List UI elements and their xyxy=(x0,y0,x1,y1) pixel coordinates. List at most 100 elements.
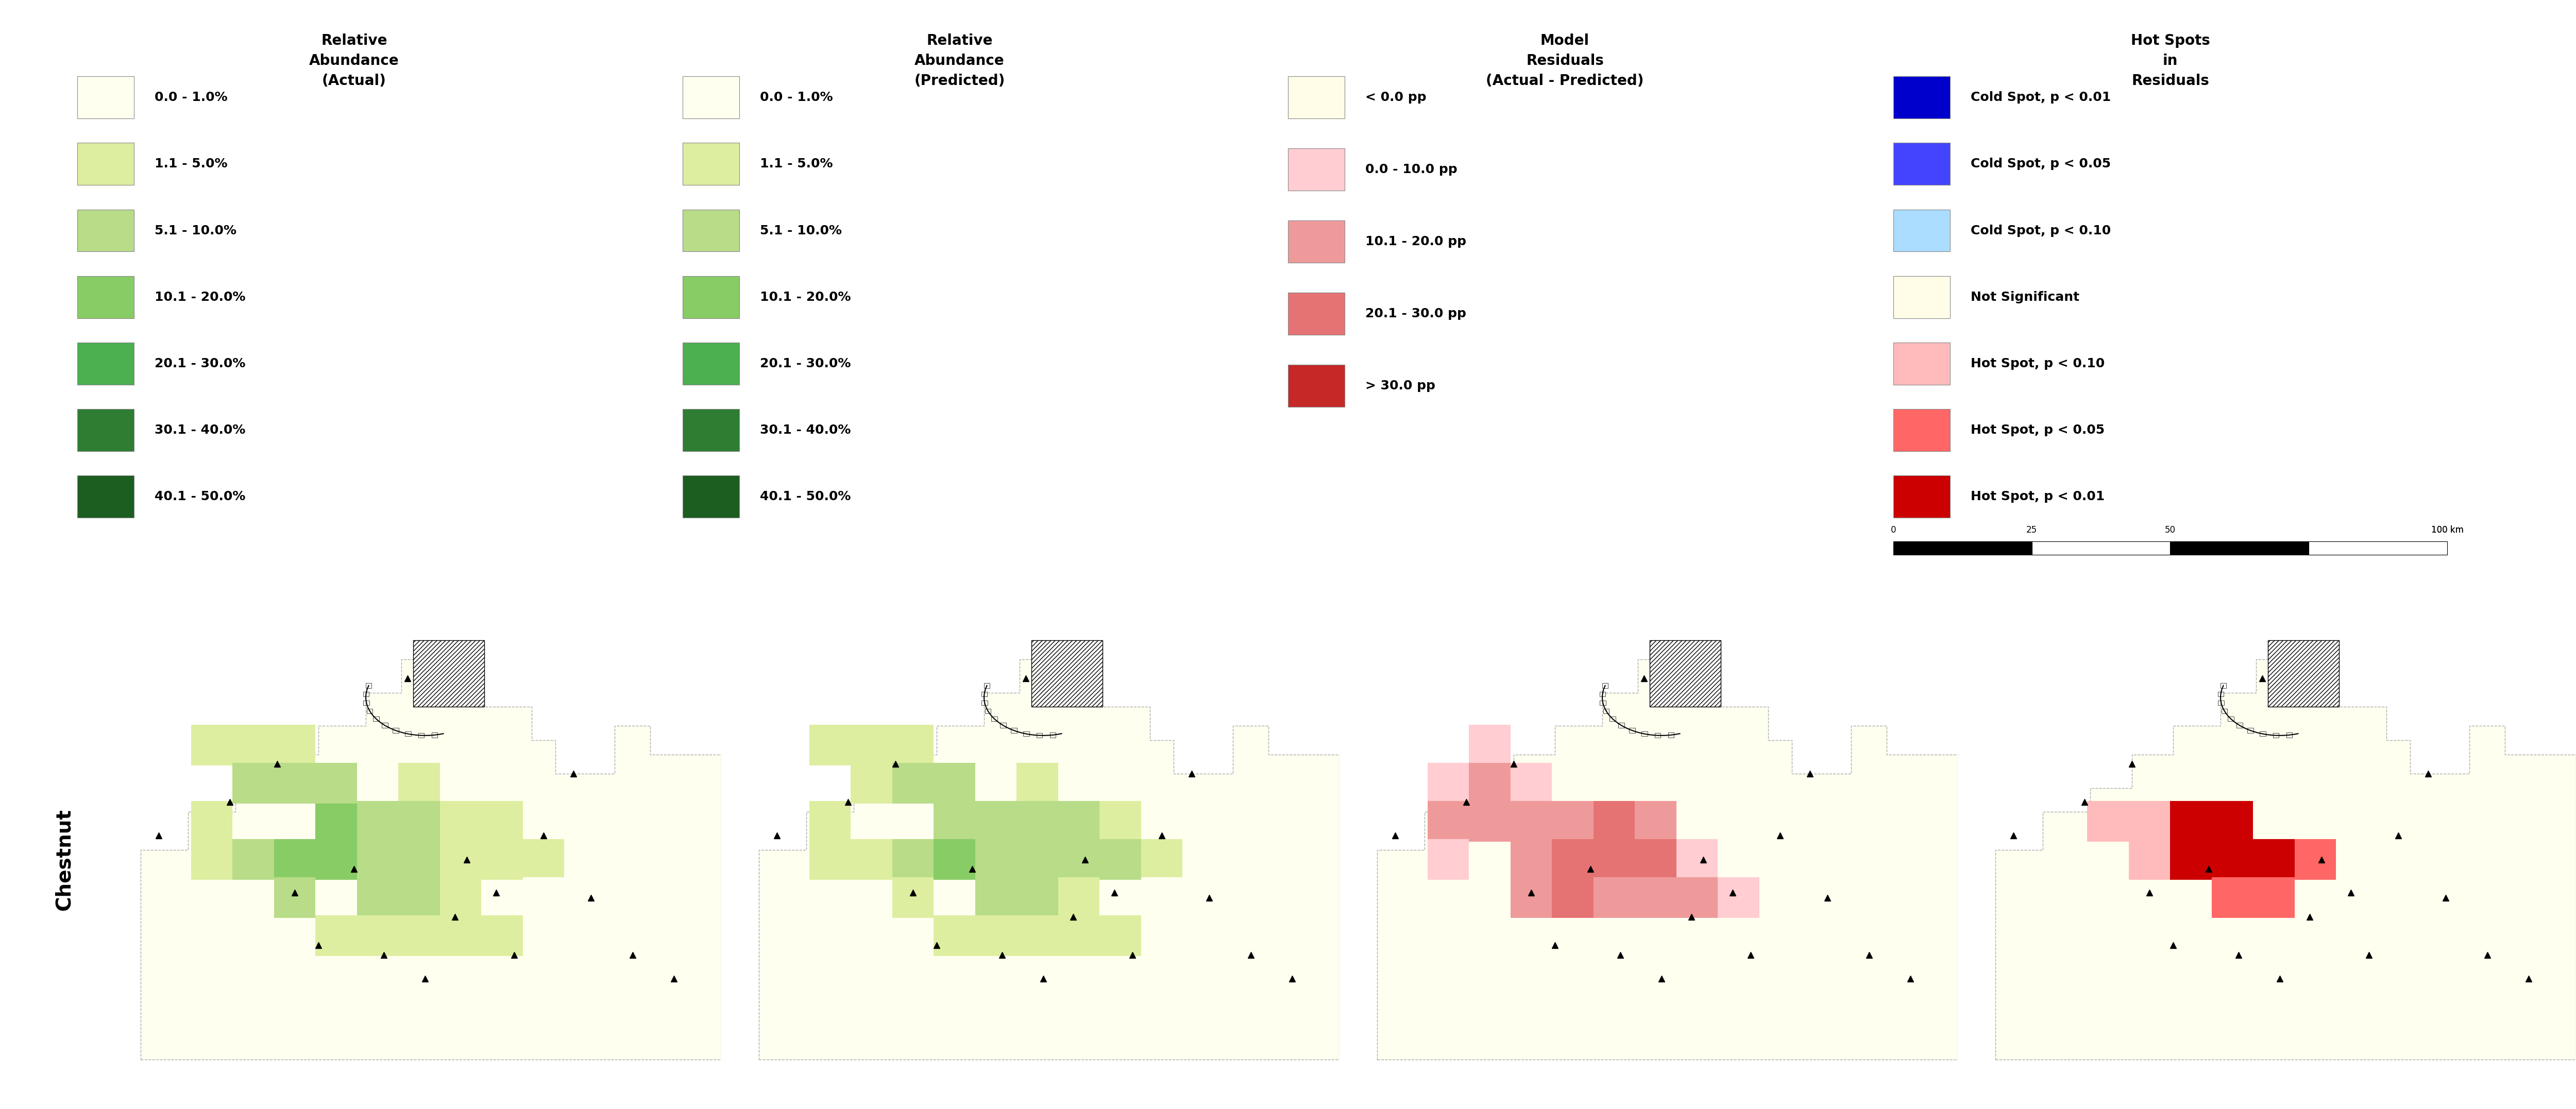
Bar xyxy=(564,916,605,956)
Bar xyxy=(564,877,605,918)
Bar xyxy=(314,840,358,879)
Bar xyxy=(358,877,399,918)
Bar xyxy=(992,716,997,721)
Bar xyxy=(440,840,482,879)
Bar xyxy=(2287,733,2293,737)
Bar xyxy=(2272,733,2280,737)
Bar xyxy=(399,763,440,803)
Polygon shape xyxy=(1649,640,1721,706)
Text: Chestnut: Chestnut xyxy=(54,808,75,910)
Bar xyxy=(433,733,438,737)
Bar xyxy=(482,840,523,879)
Bar xyxy=(976,916,1018,956)
Bar xyxy=(809,801,850,842)
Bar xyxy=(358,916,399,956)
Bar xyxy=(2213,877,2254,918)
Bar xyxy=(976,840,1018,879)
Bar xyxy=(2169,801,2213,842)
Text: Hot Spots
in
Residuals: Hot Spots in Residuals xyxy=(2130,33,2210,88)
Bar xyxy=(440,801,482,842)
Bar xyxy=(984,709,992,713)
Bar xyxy=(1265,877,1306,918)
Bar xyxy=(1636,877,1677,918)
Bar xyxy=(1427,840,1468,879)
Bar xyxy=(1468,725,1510,765)
Bar xyxy=(314,763,358,803)
Text: 5.1 - 10.0%: 5.1 - 10.0% xyxy=(760,224,842,236)
Bar xyxy=(1018,763,1059,803)
Bar xyxy=(1618,723,1625,728)
Text: Relative
Abundance
(Predicted): Relative Abundance (Predicted) xyxy=(914,33,1005,88)
Bar xyxy=(358,840,399,879)
Bar xyxy=(1595,877,1636,918)
Bar xyxy=(999,723,1007,728)
Bar xyxy=(1427,763,1468,803)
Bar xyxy=(1023,732,1030,736)
Bar xyxy=(1602,683,1607,688)
Bar xyxy=(1654,733,1662,737)
Bar xyxy=(374,716,379,721)
Bar xyxy=(1600,700,1605,705)
Polygon shape xyxy=(142,659,721,1060)
Bar xyxy=(314,801,358,842)
Bar xyxy=(1610,716,1615,721)
Bar xyxy=(850,763,891,803)
Bar xyxy=(1224,877,1265,918)
Bar xyxy=(1600,692,1605,696)
Bar xyxy=(523,877,564,918)
Bar xyxy=(1100,801,1141,842)
Bar xyxy=(314,916,358,956)
Bar xyxy=(1468,763,1510,803)
Bar xyxy=(523,916,564,956)
Bar xyxy=(1059,877,1100,918)
Bar xyxy=(363,700,368,705)
Bar xyxy=(2259,732,2267,736)
Text: 10.1 - 20.0%: 10.1 - 20.0% xyxy=(760,291,850,303)
Bar xyxy=(1551,801,1595,842)
Text: 25: 25 xyxy=(2027,526,2038,535)
Bar xyxy=(1059,801,1100,842)
Bar xyxy=(2218,700,2223,705)
Bar xyxy=(850,840,891,879)
Bar xyxy=(381,723,389,728)
Text: Hot Spot, p < 0.05: Hot Spot, p < 0.05 xyxy=(1971,424,2105,436)
Bar xyxy=(1018,877,1059,918)
Bar xyxy=(273,877,314,918)
Bar xyxy=(1510,801,1551,842)
Bar xyxy=(1100,916,1141,956)
Bar xyxy=(891,840,933,879)
Bar xyxy=(191,725,232,765)
Bar xyxy=(2254,840,2295,879)
Text: 10.1 - 20.0%: 10.1 - 20.0% xyxy=(155,291,245,303)
Bar xyxy=(366,709,374,713)
Bar xyxy=(1059,916,1100,956)
Bar xyxy=(1468,801,1510,842)
Bar xyxy=(1018,916,1059,956)
Bar xyxy=(1224,840,1265,879)
Bar xyxy=(2246,729,2254,733)
Text: Cold Spot, p < 0.05: Cold Spot, p < 0.05 xyxy=(1971,157,2110,170)
Text: Relative
Abundance
(Actual): Relative Abundance (Actual) xyxy=(309,33,399,88)
Bar xyxy=(2236,723,2244,728)
Polygon shape xyxy=(412,640,484,706)
Bar xyxy=(809,725,850,765)
Bar xyxy=(1182,877,1224,918)
Text: Model
Residuals
(Actual - Predicted): Model Residuals (Actual - Predicted) xyxy=(1486,33,1643,88)
Bar xyxy=(392,729,399,733)
Polygon shape xyxy=(760,659,1340,1060)
Bar xyxy=(2228,716,2233,721)
Bar xyxy=(482,916,523,956)
Bar xyxy=(1100,840,1141,879)
Polygon shape xyxy=(1378,659,1958,1060)
Bar xyxy=(1018,801,1059,842)
Bar xyxy=(647,877,688,918)
Text: Cold Spot, p < 0.01: Cold Spot, p < 0.01 xyxy=(1971,91,2110,103)
Bar xyxy=(984,683,989,688)
Bar xyxy=(358,801,399,842)
Text: 0: 0 xyxy=(1891,526,1896,535)
Bar xyxy=(2169,840,2213,879)
Bar xyxy=(976,877,1018,918)
Text: 100 km: 100 km xyxy=(2432,526,2463,535)
Bar xyxy=(2087,801,2128,842)
Bar xyxy=(981,700,987,705)
